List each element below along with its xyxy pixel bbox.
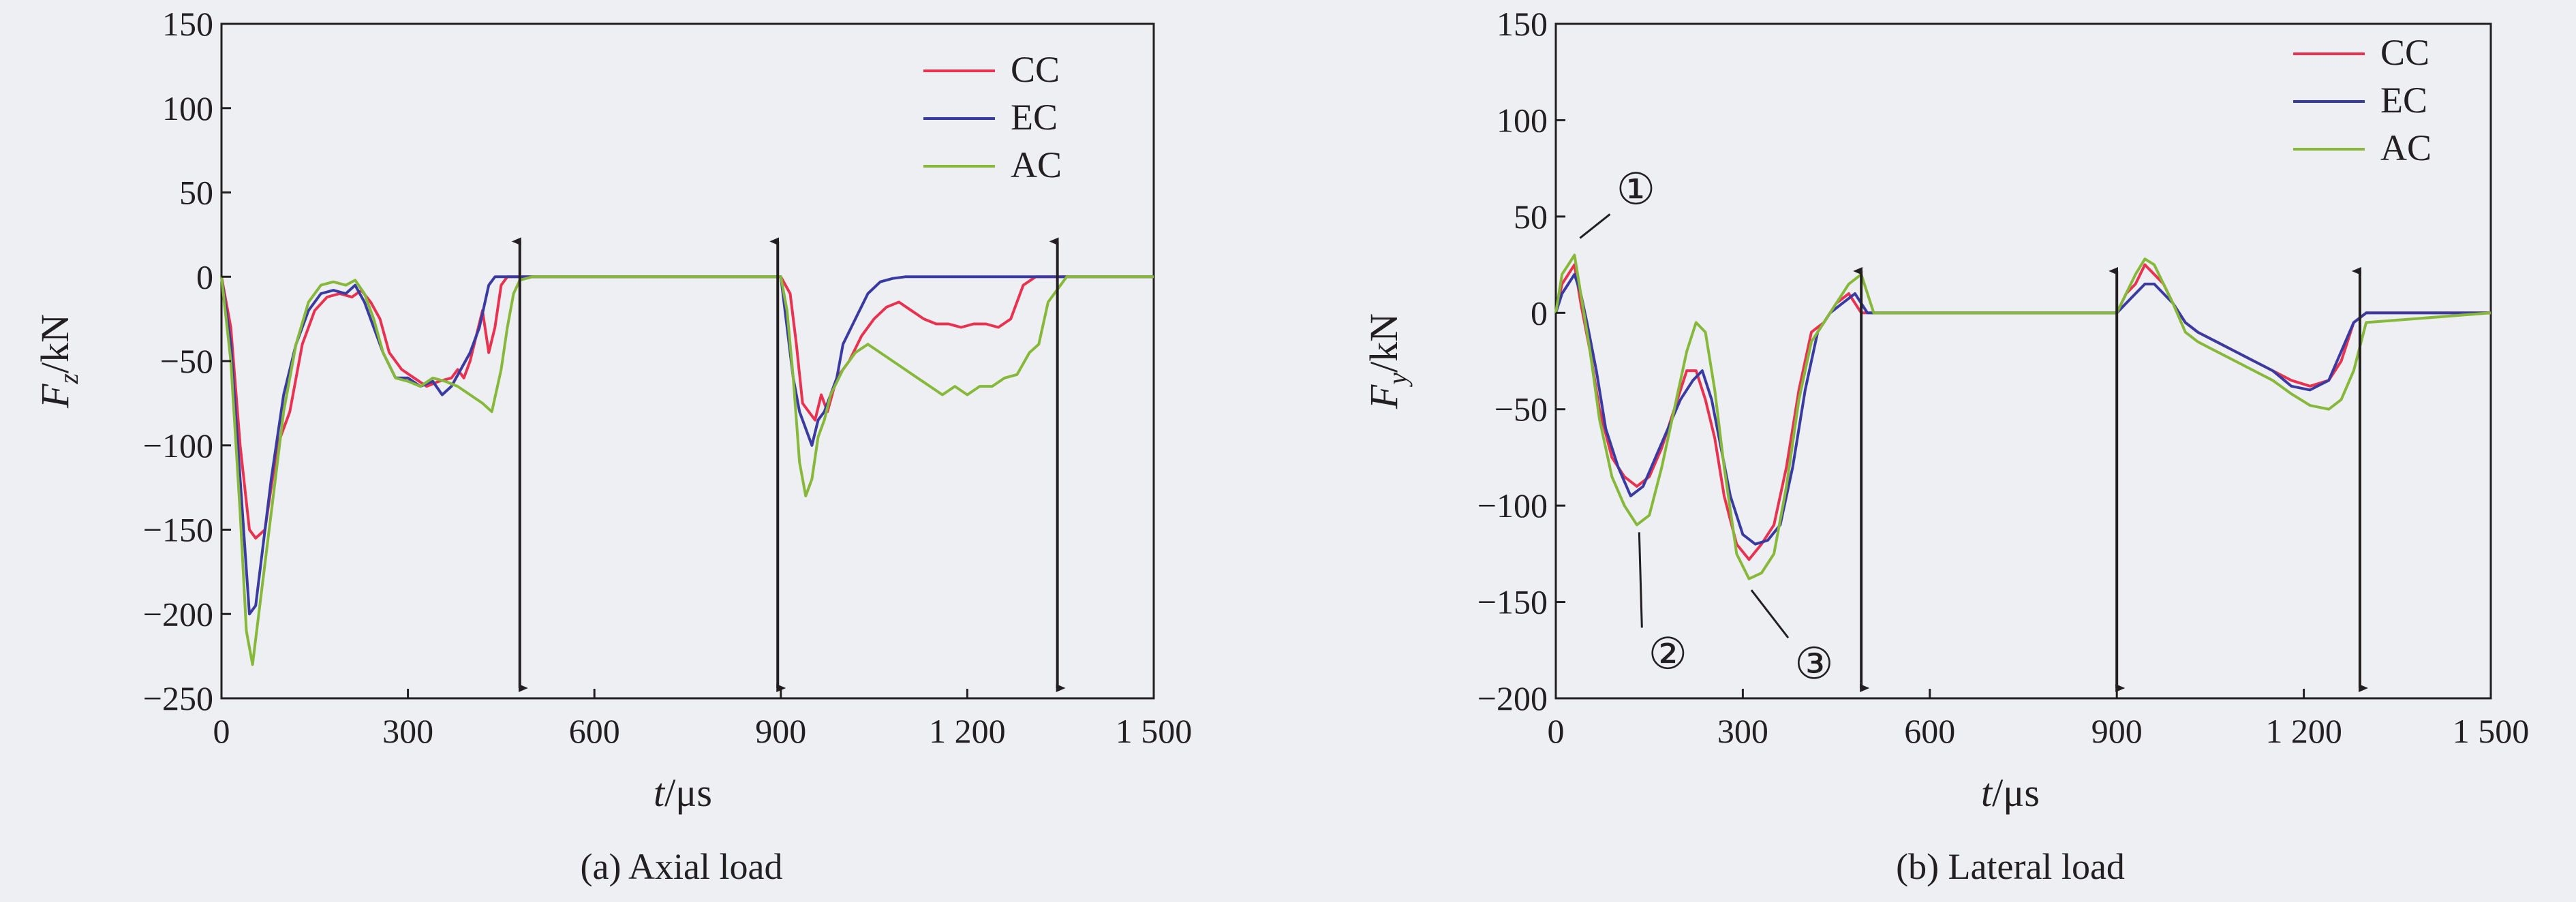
y-axis-label-b: Fy/kN bbox=[1362, 313, 1413, 409]
y-tick-label: 0 bbox=[196, 258, 213, 296]
legend-label-cc: CC bbox=[1011, 49, 1060, 90]
legend-label-ac: AC bbox=[2380, 127, 2432, 168]
y-tick-label: −150 bbox=[143, 511, 213, 549]
y-tick-label: 100 bbox=[162, 89, 213, 127]
marker-arrows-b bbox=[1853, 266, 2368, 692]
y-tick-label: −50 bbox=[160, 342, 213, 380]
y-tick-label: 50 bbox=[1514, 198, 1548, 236]
y-tick-label: 150 bbox=[1497, 5, 1548, 43]
y-tick-label: −150 bbox=[1477, 583, 1548, 621]
x-tick-label: 900 bbox=[2091, 712, 2143, 750]
legend-b: CC EC AC bbox=[2293, 32, 2432, 168]
series-line-ac bbox=[220, 275, 1154, 666]
annotation-label: ③ bbox=[1794, 640, 1833, 688]
annotation-leader bbox=[1638, 532, 1643, 628]
x-tick-label: 0 bbox=[213, 712, 230, 750]
legend-label-cc: CC bbox=[2380, 32, 2429, 73]
annotation-label: ① bbox=[1616, 165, 1655, 213]
series-line-ac bbox=[1554, 253, 2491, 580]
annotation-leader bbox=[1750, 589, 1790, 639]
caption-b: (b) Lateral load bbox=[1896, 846, 2125, 887]
annotations-b: ① ② ③ bbox=[1579, 165, 1834, 688]
plot-frame bbox=[1554, 22, 2492, 700]
y-tick-label: −100 bbox=[1477, 486, 1548, 525]
x-tick-label: 300 bbox=[1717, 712, 1768, 750]
marker-arrows-a bbox=[511, 237, 1066, 692]
series-group-b bbox=[1554, 253, 2491, 580]
legend-a: CC EC AC bbox=[923, 49, 1062, 185]
y-tick-label: −200 bbox=[143, 595, 213, 633]
legend-label-ec: EC bbox=[1011, 97, 1058, 138]
y-tick-label: 100 bbox=[1497, 101, 1548, 139]
x-tick-label: 600 bbox=[569, 712, 620, 750]
panel-lateral-load: 0 300 600 900 1 200 1 500 150 100 50 0 −50 −100 −150… bbox=[1362, 5, 2529, 887]
x-tick-label: 900 bbox=[755, 712, 806, 750]
x-tick-label: 1 200 bbox=[2265, 712, 2342, 750]
axis-frame-b bbox=[1554, 22, 2492, 700]
legend-label-ac: AC bbox=[1011, 144, 1062, 185]
annotation-leader bbox=[1579, 213, 1611, 239]
annotation-label: ② bbox=[1649, 629, 1687, 678]
legend-label-ec: EC bbox=[2380, 80, 2427, 121]
series-line-ec bbox=[220, 275, 1154, 616]
y-tick-label: 0 bbox=[1531, 294, 1548, 332]
x-tick-label: 600 bbox=[1904, 712, 1955, 750]
x-tick-label: 1 200 bbox=[929, 712, 1006, 750]
y-tick-label: −200 bbox=[1477, 679, 1548, 717]
x-axis-label-b: t/μs bbox=[1981, 771, 2040, 815]
tick-labels-a: 0 300 600 900 1 200 1 500 150 100 50 0 −50 −100 −150… bbox=[143, 5, 1192, 750]
panel-axial-load: 0 300 600 900 1 200 1 500 150 100 50 0 −50 −100 −150… bbox=[33, 5, 1192, 887]
x-tick-label: 300 bbox=[382, 712, 433, 750]
y-tick-label: 50 bbox=[179, 174, 213, 212]
tick-labels-b: 0 300 600 900 1 200 1 500 150 100 50 0 −50 −100 −150… bbox=[1477, 5, 2529, 750]
x-tick-label: 0 bbox=[1548, 712, 1565, 750]
x-tick-label: 1 500 bbox=[2453, 712, 2530, 750]
caption-a: (a) Axial load bbox=[581, 846, 783, 887]
x-axis-label-a: t/μs bbox=[654, 771, 712, 815]
x-tick-label: 1 500 bbox=[1116, 712, 1193, 750]
y-tick-label: 150 bbox=[162, 5, 213, 43]
y-tick-label: −250 bbox=[143, 679, 213, 717]
y-tick-label: −50 bbox=[1494, 390, 1548, 429]
y-axis-label-a: Fz/kN bbox=[33, 314, 84, 409]
y-tick-label: −100 bbox=[143, 426, 213, 465]
